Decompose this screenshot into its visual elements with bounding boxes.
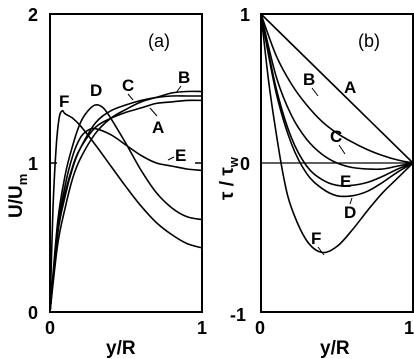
panel-b-series-e — [260, 13, 414, 187]
panel-b-xlabel: y/R — [320, 338, 350, 359]
panel-a-series-d — [49, 103, 203, 313]
panel-b-series-d — [260, 13, 414, 198]
panel-b-curve-leader-d — [349, 197, 353, 205]
panel-b-series-b — [260, 13, 414, 164]
panel-a-ylabel: U/Um — [6, 174, 30, 218]
panel-b-ylabel-sub: w — [226, 156, 241, 168]
panel-a-xtick-label-1: 1 — [197, 318, 207, 338]
panel-a-label: (a) — [148, 31, 170, 51]
panel-a-curve-label-c: C — [122, 76, 134, 95]
panel-b-curve-label-f: F — [311, 229, 321, 248]
panel-b-curve-leader-f — [317, 246, 325, 256]
panel-b-curves — [260, 13, 414, 254]
panel-b-curve-label-d: D — [344, 203, 356, 222]
panel-b-series-a — [260, 13, 414, 164]
panel-a-curve-leader-a — [149, 107, 158, 117]
panel-a-curve-leader-e — [167, 156, 175, 161]
panel-b-ytick-label-1: 1 — [240, 5, 250, 25]
panel-b-xtick-label-0: 0 — [255, 318, 265, 338]
panel-b-curve-label-b: B — [303, 70, 315, 89]
panel-a-series-b — [49, 90, 203, 313]
panel-a-curve-label-a: A — [152, 118, 164, 137]
panel-a: 2 1 0 0 1 y/R U/Um (a) A B C D E F — [6, 5, 207, 359]
panel-b-xtick-label-1: 1 — [404, 318, 414, 338]
panel-b-curve-label-c: C — [330, 127, 342, 146]
panel-a-series-f — [49, 109, 203, 313]
panel-a-curve-label-d: D — [90, 81, 102, 100]
panel-a-curves — [49, 90, 203, 313]
panel-b-ytick-label-0: 0 — [240, 154, 250, 174]
panel-a-ylabel-main: U/U — [6, 185, 27, 218]
panel-a-ytick-label-2: 2 — [28, 5, 38, 25]
panel-a-ytick-label-0: 0 — [28, 303, 38, 323]
panel-b-series-c — [260, 13, 414, 171]
panel-a-ylabel-sub: m — [15, 174, 30, 186]
panel-a-ytick-label-1: 1 — [28, 154, 38, 174]
panel-b-curve-leader-b — [311, 87, 319, 97]
panel-a-series-e — [49, 127, 203, 313]
panel-b-ylabel-main: τ / τ — [217, 167, 238, 200]
panel-b: 1 0 -1 0 1 y/R τ / τw (b) A B C E D F — [217, 5, 414, 359]
panel-b-ylabel: τ / τw — [217, 156, 241, 200]
panel-a-xlabel: y/R — [106, 338, 136, 359]
panel-b-ytick-label-minus1: -1 — [230, 305, 246, 325]
panel-a-curve-leader-c — [127, 93, 134, 101]
panel-b-curve-leader-c — [338, 144, 346, 155]
panel-a-series-a — [49, 99, 203, 313]
panel-b-curve-label-e: E — [340, 172, 351, 191]
panel-a-curve-label-b: B — [178, 68, 190, 87]
panel-a-curve-label-f: F — [59, 92, 69, 111]
panel-a-curve-leader-b — [175, 85, 182, 94]
panel-b-curve-label-a: A — [344, 78, 356, 97]
panel-a-xtick-label-0: 0 — [45, 318, 55, 338]
panel-a-series-c — [49, 95, 202, 313]
panel-a-curve-label-e: E — [175, 146, 186, 165]
panel-b-label: (b) — [358, 31, 380, 51]
